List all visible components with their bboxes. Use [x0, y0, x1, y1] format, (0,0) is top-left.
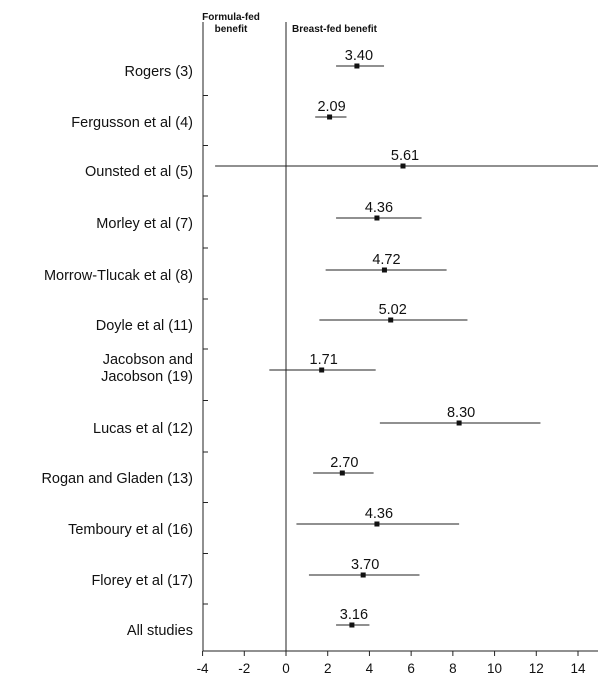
study-label: Florey et al (17)	[91, 573, 193, 589]
x-tick-label: 6	[407, 661, 415, 676]
point-estimate	[374, 215, 380, 221]
point-estimate	[374, 521, 380, 527]
study-label: Rogan and Gladen (13)	[41, 471, 193, 487]
header-breast-fed: Breast-fed benefit	[292, 24, 378, 35]
study-label: Lucas et al (12)	[93, 421, 193, 437]
x-tick-label: -4	[197, 661, 209, 676]
point-estimate	[388, 317, 394, 323]
x-tick-label: 4	[366, 661, 374, 676]
point-estimate	[381, 267, 387, 273]
header-formula-fed-line1: Formula-fed	[202, 12, 260, 23]
point-estimate	[400, 163, 406, 169]
value-label: 1.71	[310, 352, 338, 368]
header-formula-fed-line2: benefit	[215, 24, 248, 35]
x-tick-label: -2	[238, 661, 250, 676]
study-label: Rogers (3)	[125, 64, 194, 80]
point-estimate	[360, 572, 366, 578]
study-label: Morley et al (7)	[96, 216, 193, 232]
value-label: 3.16	[340, 607, 368, 623]
value-label: 2.70	[330, 455, 358, 471]
point-estimate	[319, 367, 325, 373]
value-label: 5.61	[391, 148, 419, 164]
x-tick-label: 14	[570, 661, 586, 676]
x-tick-label: 12	[529, 661, 544, 676]
point-estimate	[349, 622, 355, 628]
study-label: Temboury et al (16)	[68, 522, 193, 538]
study-label: Jacobson and	[103, 352, 193, 368]
study-label: All studies	[127, 623, 193, 639]
value-label: 3.70	[351, 557, 379, 573]
x-tick-label: 2	[324, 661, 332, 676]
value-label: 4.36	[365, 506, 393, 522]
value-label: 4.72	[372, 252, 400, 268]
study-label: Morrow-Tlucak et al (8)	[44, 268, 193, 284]
point-estimate	[327, 114, 333, 120]
x-tick-label: 0	[282, 661, 290, 676]
value-label: 3.40	[345, 48, 373, 64]
study-label: Ounsted et al (5)	[85, 164, 193, 180]
point-estimate	[339, 470, 345, 476]
value-label: 8.30	[447, 405, 475, 421]
x-tick-label: 10	[487, 661, 502, 676]
study-label: Fergusson et al (4)	[71, 115, 193, 131]
study-label: Doyle et al (11)	[96, 318, 193, 334]
value-label: 5.02	[379, 302, 407, 318]
value-label: 4.36	[365, 200, 393, 216]
x-tick-label: 8	[449, 661, 457, 676]
point-estimate	[456, 420, 462, 426]
point-estimate	[354, 63, 360, 69]
study-label: Jacobson (19)	[101, 369, 193, 385]
value-label: 2.09	[317, 99, 345, 115]
